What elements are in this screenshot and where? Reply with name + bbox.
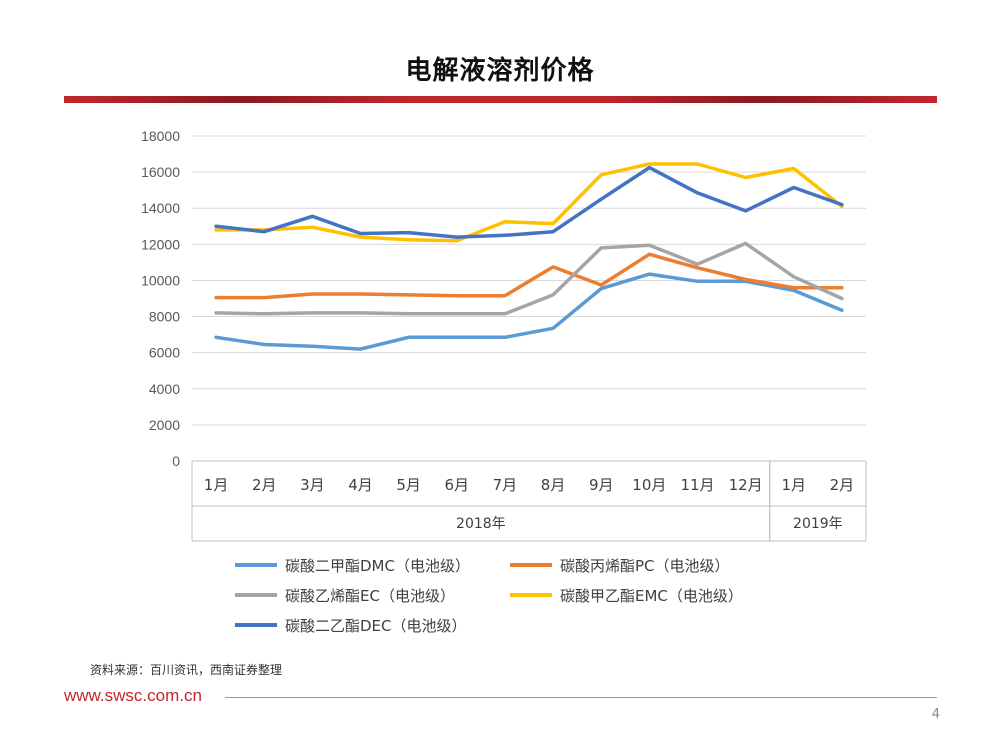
x-tick-label: 9月 (589, 476, 614, 494)
series-line-4 (214, 162, 844, 243)
page-number: 4 (931, 707, 940, 722)
legend-label-4: 碳酸甲乙酯EMC（电池级） (560, 587, 743, 605)
y-tick-label: 10000 (141, 272, 180, 288)
y-tick-label: 14000 (141, 200, 180, 216)
legend-label-1: 碳酸二甲酯DMC（电池级） (285, 557, 470, 575)
line-chart: 0 2000 4000 6000 8000 10000 12000 14000 16000 180… (141, 128, 867, 635)
footer-divider (225, 697, 937, 698)
y-tick-label: 16000 (141, 164, 180, 180)
year-group-label: 2019年 (793, 516, 843, 532)
series-line-5 (214, 165, 844, 239)
series-line-1 (214, 272, 844, 351)
chart-container: 0 2000 4000 6000 8000 10000 12000 14000 16000 180… (80, 118, 870, 653)
x-tick-label: 6月 (445, 476, 470, 494)
y-tick-label: 12000 (141, 236, 180, 252)
x-tick-label: 5月 (396, 476, 421, 494)
y-tick-label: 6000 (149, 345, 180, 361)
x-tick-label: 1月 (204, 476, 229, 494)
x-tick-label: 12月 (729, 476, 763, 494)
x-tick-label: 8月 (541, 476, 566, 494)
source-note: 资料来源：百川资讯，西南证券整理 (90, 663, 283, 677)
x-tick-label: 10月 (632, 476, 666, 494)
y-tick-label: 4000 (149, 381, 180, 397)
y-tick-label: 8000 (149, 309, 180, 325)
x-tick-label: 2月 (830, 476, 855, 494)
y-tick-label: 0 (172, 453, 180, 469)
x-tick-label: 7月 (493, 476, 518, 494)
page-title: 电解液溶剂价格 (405, 56, 595, 86)
series-line-2 (214, 252, 844, 300)
y-tick-label: 2000 (149, 417, 180, 433)
y-tick-label: 18000 (141, 128, 180, 144)
title-divider-bar (64, 96, 937, 103)
legend-label-5: 碳酸二乙酯DEC（电池级） (285, 617, 467, 635)
x-tick-label: 2月 (252, 476, 277, 494)
x-tick-label: 3月 (300, 476, 325, 494)
x-tick-label: 11月 (680, 476, 714, 494)
legend-label-2: 碳酸丙烯酯PC（电池级） (560, 557, 730, 575)
x-tick-label: 4月 (348, 476, 373, 494)
x-tick-label: 1月 (782, 476, 807, 494)
series-line-3 (214, 241, 844, 316)
legend-label-3: 碳酸乙烯酯EC（电池级） (285, 587, 455, 605)
website-link[interactable]: www.swsc.com.cn (64, 686, 202, 705)
year-group-label: 2018年 (456, 516, 506, 532)
